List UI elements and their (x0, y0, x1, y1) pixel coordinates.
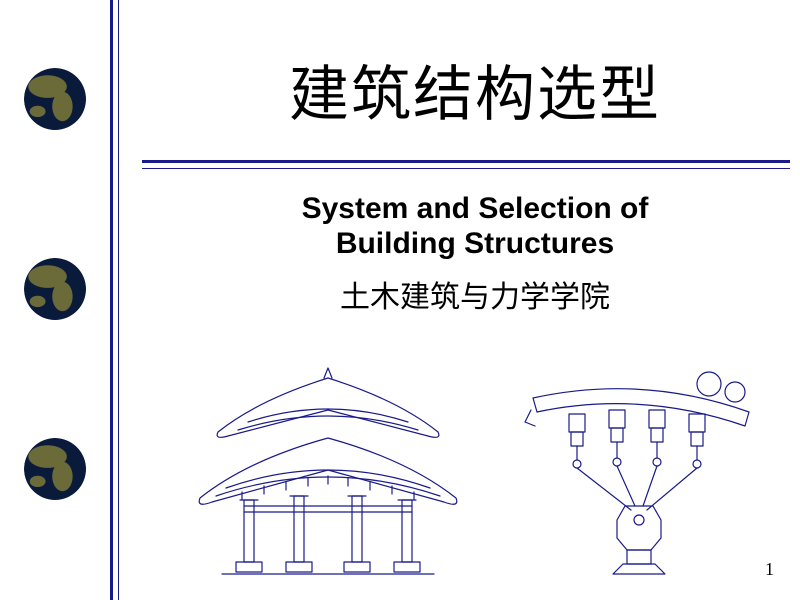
vertical-rule-outer (110, 0, 113, 600)
mechanism-illustration (513, 360, 773, 580)
horizontal-rule-outer (142, 160, 790, 163)
slide-title-cn: 建筑结构选型 (160, 46, 790, 133)
subtitle-line2: Building Structures (336, 227, 614, 260)
subtitle-line1: System and Selection of (302, 192, 649, 225)
globe-icon (24, 68, 86, 130)
pagoda-illustration (178, 360, 478, 580)
horizontal-rule-inner (142, 168, 790, 169)
globe-icon (24, 258, 86, 320)
page-number: 1 (765, 559, 774, 580)
figure-row (160, 330, 790, 580)
vertical-rule-inner (118, 0, 119, 600)
globe-icon (24, 438, 86, 500)
department-cn: 土木建筑与力学学院 (160, 272, 790, 316)
slide-subtitle-en: System and Selection of Building Structu… (160, 192, 790, 261)
